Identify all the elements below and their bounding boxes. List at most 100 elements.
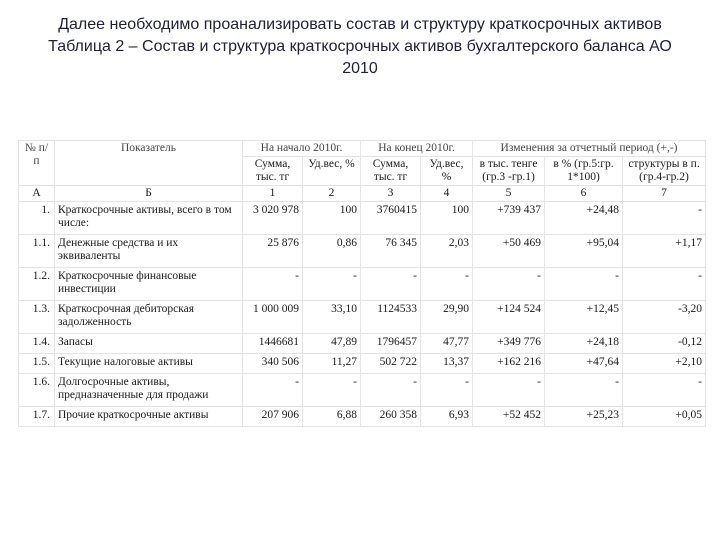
indicator: Краткосрочные финансовые инвестиции	[54, 267, 243, 301]
header-row: Сумма, тыс. тг Уд.вес, % Сумма, тыс. тг …	[19, 156, 707, 186]
value-cell: 1796457	[360, 333, 422, 354]
value-cell: 340 506	[242, 353, 303, 374]
value-cell: -	[242, 267, 303, 301]
indicator: Краткосрочные активы, всего в том числе:	[54, 201, 243, 235]
value-cell: 260 358	[360, 406, 422, 427]
value-cell: 6,88	[301, 406, 362, 427]
indicator: Запасы	[54, 333, 243, 354]
table-caption: Таблица 2 – Состав и структура краткосро…	[48, 38, 672, 77]
value-cell: +0,05	[622, 406, 707, 427]
table-row: 1.1. Денежные средства и их эквиваленты 25…	[18, 234, 707, 268]
value-cell: -3,20	[622, 300, 707, 334]
header-cell: Сумма, тыс. тг	[242, 156, 303, 186]
table-head: № п/п Показатель На начало 2010г. На кон…	[18, 140, 707, 186]
column-number: Б	[54, 185, 243, 202]
indicator: Прочие краткосрочные активы	[54, 406, 243, 427]
value-cell: +25,23	[544, 406, 624, 427]
row-number: 1.1.	[18, 234, 55, 268]
header-cell: структуры в п. (гр.4-гр.2)	[622, 156, 707, 186]
value-cell: -	[420, 373, 474, 407]
table-row: 1.6. Долгосрочные активы, предназначенные…	[18, 373, 707, 407]
row-number: 1.5.	[18, 353, 55, 374]
value-cell: +50 469	[472, 234, 546, 268]
value-cell: -	[544, 373, 624, 407]
table-row: 1.5. Текущие налоговые активы 340 506 11,27…	[18, 353, 707, 374]
header-cell: Уд.вес, %	[420, 156, 474, 186]
value-cell: 3760415	[360, 201, 422, 235]
value-cell: +52 452	[472, 406, 546, 427]
column-number: 2	[301, 185, 362, 202]
value-cell: +24,18	[544, 333, 624, 354]
value-cell: 76 345	[360, 234, 422, 268]
row-number: 1.6.	[18, 373, 55, 407]
value-cell: 1 000 009	[242, 300, 303, 334]
header-cell: Уд.вес, %	[301, 156, 362, 186]
value-cell: -	[472, 267, 546, 301]
value-cell: 6,93	[420, 406, 474, 427]
value-cell: 33,10	[301, 300, 362, 334]
value-cell: 29,90	[420, 300, 474, 334]
column-number: А	[18, 185, 55, 202]
column-number: 1	[242, 185, 303, 202]
value-cell: -	[360, 373, 422, 407]
value-cell: -	[242, 373, 303, 407]
value-cell: -	[472, 373, 546, 407]
column-number: 5	[472, 185, 546, 202]
data-table: № п/п Показатель На начало 2010г. На кон…	[18, 140, 707, 427]
value-cell: -	[622, 373, 707, 407]
column-number: 6	[544, 185, 624, 202]
table-row: 1.4. Запасы 1446681 47,89 1796457 47,77 +349 7…	[18, 333, 707, 354]
table-row: 1.2. Краткосрочные финансовые инвестиции -…	[18, 267, 707, 301]
header-row: № п/п Показатель На начало 2010г. На кон…	[18, 140, 707, 186]
value-cell: +162 216	[472, 353, 546, 374]
row-number: 1.7.	[18, 406, 55, 427]
value-cell: +95,04	[544, 234, 624, 268]
value-cell: 3 020 978	[242, 201, 303, 235]
value-cell: 25 876	[242, 234, 303, 268]
header-cell: Показатель	[54, 140, 243, 186]
value-cell: -	[544, 267, 624, 301]
indicator: Краткосрочная дебиторская задолженность	[54, 300, 243, 334]
value-cell: -0,12	[622, 333, 707, 354]
indicator: Текущие налоговые активы	[54, 353, 243, 374]
value-cell: 47,77	[420, 333, 474, 354]
value-cell: -	[301, 267, 362, 301]
header-cell: Изменения за отчетный период (+,-)	[472, 140, 707, 157]
row-number: 1.3.	[18, 300, 55, 334]
row-number: 1.4.	[18, 333, 55, 354]
header-cell: в % (гр.5:гр. 1*100)	[544, 156, 624, 186]
intro-text: Далее необходимо проанализировать состав…	[58, 16, 662, 33]
value-cell: +24,48	[544, 201, 624, 235]
value-cell: +349 776	[472, 333, 546, 354]
value-cell: 1446681	[242, 333, 303, 354]
header-cell: На начало 2010г.	[241, 140, 362, 157]
header-cell: № п/п	[18, 140, 55, 186]
value-cell: +12,45	[544, 300, 624, 334]
value-cell: +47,64	[544, 353, 624, 374]
value-cell: 502 722	[360, 353, 422, 374]
value-cell: -	[622, 267, 707, 301]
column-number: 3	[360, 185, 422, 202]
value-cell: +739 437	[472, 201, 546, 235]
row-number: 1.	[18, 201, 55, 235]
column-number: 4	[420, 185, 474, 202]
value-cell: 47,89	[301, 333, 362, 354]
table-row: 1.7. Прочие краткосрочные активы 207 906 6,…	[18, 406, 707, 427]
value-cell: 0,86	[301, 234, 362, 268]
value-cell: +1,17	[622, 234, 707, 268]
header: Далее необходимо проанализировать состав…	[40, 14, 680, 80]
value-cell: -	[420, 267, 474, 301]
header-cell: Сумма, тыс. тг	[360, 156, 422, 186]
value-cell: 11,27	[301, 353, 362, 374]
indicator: Долгосрочные активы, предназначенные для…	[54, 373, 243, 407]
value-cell: 207 906	[242, 406, 303, 427]
table-row: 1.3. Краткосрочная дебиторская задолженно…	[18, 300, 707, 334]
value-cell: +2,10	[622, 353, 707, 374]
header-cell: На конец 2010г.	[360, 140, 474, 157]
value-cell: 1124533	[360, 300, 422, 334]
value-cell: 2,03	[420, 234, 474, 268]
table-body: А Б 1 2 3 4 5 6 7 1. Краткосрочные активы, всего в…	[18, 185, 707, 427]
value-cell: -	[301, 373, 362, 407]
